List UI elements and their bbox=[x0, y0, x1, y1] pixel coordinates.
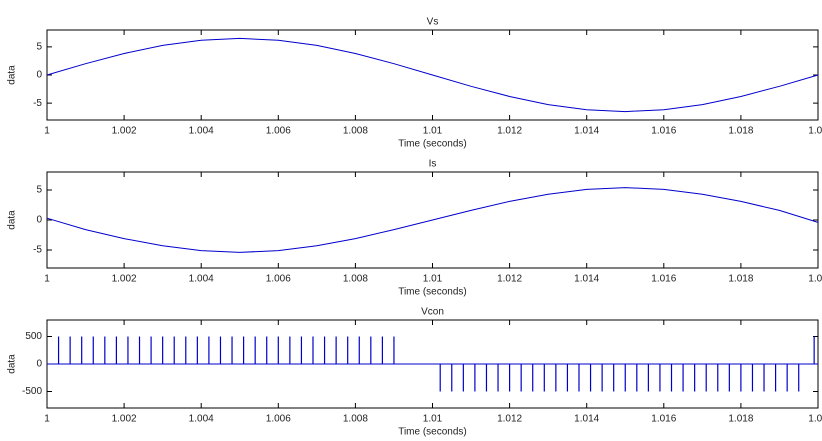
x-axis-label: Time (seconds) bbox=[398, 287, 467, 298]
x-tick-label: 1.014 bbox=[574, 126, 599, 137]
y-tick-label: 0 bbox=[36, 215, 42, 226]
y-tick-label: -500 bbox=[22, 386, 42, 397]
x-tick-label: 1.012 bbox=[497, 414, 522, 425]
x-tick-label: 1.004 bbox=[189, 126, 214, 137]
x-axis-label: Time (seconds) bbox=[398, 427, 467, 438]
x-tick-label: 1.002 bbox=[112, 126, 137, 137]
y-axis-label: data bbox=[7, 65, 18, 85]
x-tick-label: 1.004 bbox=[189, 274, 214, 285]
x-tick-label: 1.01 bbox=[423, 414, 443, 425]
y-tick-label: 0 bbox=[36, 359, 42, 370]
y-axis-label: data bbox=[7, 210, 18, 230]
x-tick-label: 1.02 bbox=[808, 274, 822, 285]
x-tick-label: 1.012 bbox=[497, 274, 522, 285]
x-tick-label: 1.018 bbox=[728, 274, 753, 285]
x-axis-label: Time (seconds) bbox=[398, 139, 467, 150]
x-tick-label: 1.01 bbox=[423, 126, 443, 137]
x-tick-label: 1.004 bbox=[189, 414, 214, 425]
x-tick-label: 1.002 bbox=[112, 414, 137, 425]
x-tick-label: 1.014 bbox=[574, 274, 599, 285]
y-tick-label: 5 bbox=[36, 42, 42, 53]
x-tick-label: 1.006 bbox=[266, 274, 291, 285]
x-tick-label: 1.002 bbox=[112, 274, 137, 285]
x-tick-label: 1.018 bbox=[728, 414, 753, 425]
x-tick-label: 1.006 bbox=[266, 414, 291, 425]
y-tick-label: -5 bbox=[33, 98, 42, 109]
x-tick-label: 1.006 bbox=[266, 126, 291, 137]
x-tick-label: 1.008 bbox=[343, 274, 368, 285]
x-tick-label: 1.01 bbox=[423, 274, 443, 285]
x-tick-label: 1.016 bbox=[651, 274, 676, 285]
x-tick-label: 1 bbox=[44, 126, 50, 137]
x-tick-label: 1.016 bbox=[651, 414, 676, 425]
y-tick-label: 0 bbox=[36, 70, 42, 81]
figure: Vs Time (seconds) data 1 1.002 1.004 1.006 1.00… bbox=[0, 0, 822, 441]
x-tick-label: 1.02 bbox=[808, 126, 822, 137]
x-tick-label: 1.016 bbox=[651, 126, 676, 137]
chart-title: Vcon bbox=[421, 307, 444, 318]
x-tick-label: 1.008 bbox=[343, 126, 368, 137]
x-tick-label: 1.014 bbox=[574, 414, 599, 425]
x-tick-label: 1 bbox=[44, 414, 50, 425]
x-tick-label: 1 bbox=[44, 274, 50, 285]
x-tick-label: 1.008 bbox=[343, 414, 368, 425]
y-tick-label: 500 bbox=[25, 331, 42, 342]
y-tick-label: -5 bbox=[33, 245, 42, 256]
x-tick-label: 1.012 bbox=[497, 126, 522, 137]
y-tick-label: 5 bbox=[36, 185, 42, 196]
x-tick-label: 1.018 bbox=[728, 126, 753, 137]
y-axis-label: data bbox=[7, 354, 18, 374]
chart-title: Is bbox=[429, 159, 437, 170]
chart-title: Vs bbox=[427, 17, 439, 28]
x-tick-label: 1.02 bbox=[808, 414, 822, 425]
